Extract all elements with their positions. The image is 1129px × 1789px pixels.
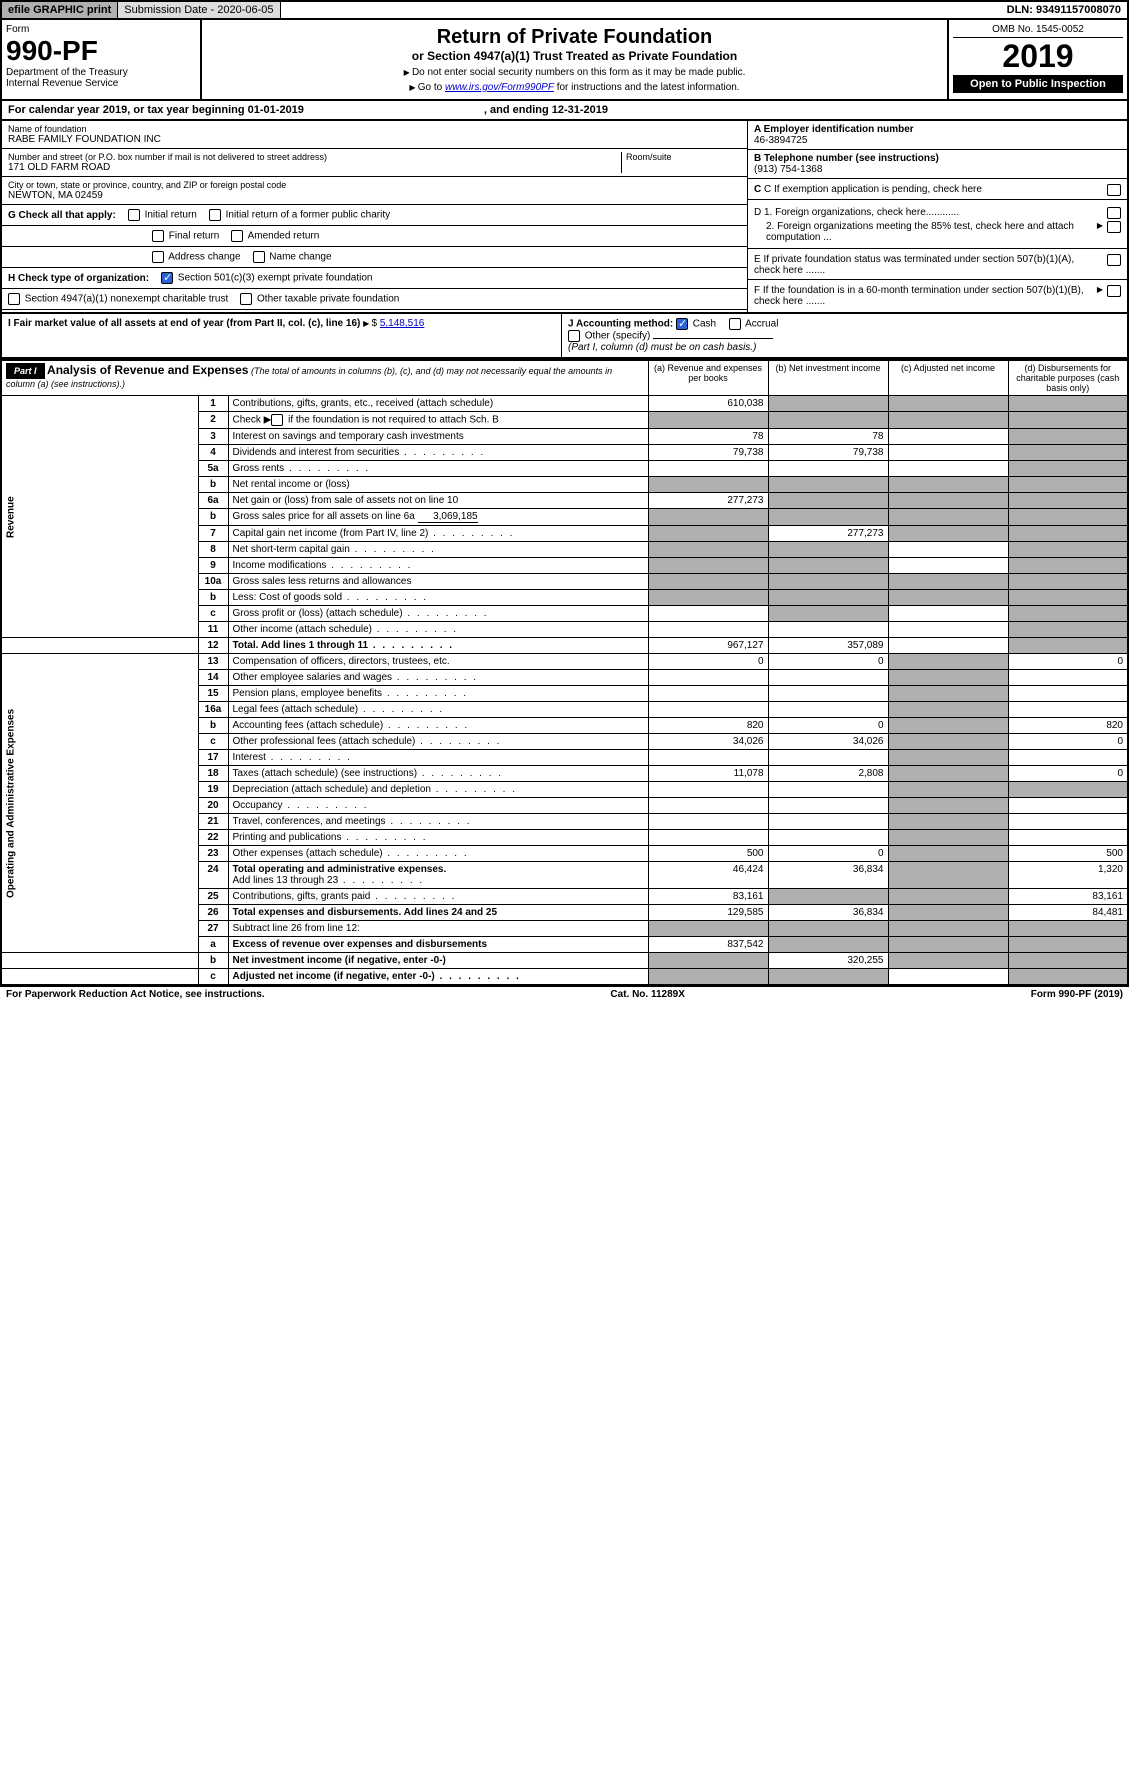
d2-label: 2. Foreign organizations meeting the 85%… [754, 221, 1093, 243]
chk-addr-change[interactable] [152, 251, 164, 263]
col-b-header: (b) Net investment income [768, 360, 888, 396]
part1-header: Part I [6, 363, 45, 379]
room-label: Room/suite [626, 152, 741, 162]
page-footer: For Paperwork Reduction Act Notice, see … [0, 986, 1129, 1002]
chk-sch-b[interactable] [271, 414, 283, 426]
form-label: Form [6, 24, 196, 35]
ein: 46-3894725 [754, 135, 1121, 146]
city-label: City or town, state or province, country… [8, 180, 741, 190]
f-label: F If the foundation is in a 60-month ter… [754, 285, 1093, 307]
note2-pre: Go to [418, 82, 442, 93]
chk-501c3[interactable] [161, 272, 173, 284]
footer-left: For Paperwork Reduction Act Notice, see … [6, 989, 265, 1000]
top-bar: efile GRAPHIC print Submission Date - 20… [0, 0, 1129, 20]
chk-cash[interactable] [676, 318, 688, 330]
chk-d1[interactable] [1107, 207, 1121, 219]
city-state-zip: NEWTON, MA 02459 [8, 190, 741, 201]
omb-no: OMB No. 1545-0052 [953, 24, 1123, 38]
cal-text: For calendar year 2019, or tax year begi… [8, 104, 304, 116]
i-label: I Fair market value of all assets at end… [8, 318, 360, 329]
col-d-header: (d) Disbursements for charitable purpose… [1008, 360, 1128, 396]
fmv-value[interactable]: 5,148,516 [380, 318, 425, 329]
form-header: Form 990-PF Department of the Treasury I… [0, 20, 1129, 101]
dept: Department of the Treasury [6, 67, 196, 78]
chk-e[interactable] [1107, 254, 1121, 266]
chk-other-method[interactable] [568, 330, 580, 342]
foundation-name: RABE FAMILY FOUNDATION INC [8, 134, 741, 145]
d1-label: D 1. Foreign organizations, check here..… [754, 207, 1103, 218]
j-note: (Part I, column (d) must be on cash basi… [568, 342, 756, 353]
revenue-side-label: Revenue [1, 396, 198, 638]
c-label: C C If exemption application is pending,… [754, 184, 1103, 195]
open-public: Open to Public Inspection [953, 75, 1123, 93]
street-address: 171 OLD FARM ROAD [8, 162, 621, 173]
note2-tail: for instructions and the latest informat… [557, 82, 740, 93]
entity-info: Name of foundation RABE FAMILY FOUNDATIO… [0, 121, 1129, 314]
h-label: H Check type of organization: [8, 273, 149, 284]
form-title: Return of Private Foundation [208, 26, 941, 49]
calendar-year-row: For calendar year 2019, or tax year begi… [0, 101, 1129, 121]
part1-table: Part I Analysis of Revenue and Expenses … [0, 359, 1129, 986]
note1: Do not enter social security numbers on … [412, 67, 745, 78]
ij-section: I Fair market value of all assets at end… [0, 314, 1129, 359]
chk-c[interactable] [1107, 184, 1121, 196]
cal-ending: , and ending 12-31-2019 [484, 104, 608, 116]
form-subtitle: or Section 4947(a)(1) Trust Treated as P… [208, 49, 941, 63]
form-number: 990-PF [6, 35, 196, 67]
form-link[interactable]: www.irs.gov/Form990PF [445, 82, 554, 93]
expenses-side-label: Operating and Administrative Expenses [1, 654, 198, 953]
chk-f[interactable] [1107, 285, 1121, 297]
chk-4947[interactable] [8, 293, 20, 305]
phone: (913) 754-1368 [754, 164, 1121, 175]
chk-other-taxable[interactable] [240, 293, 252, 305]
irs: Internal Revenue Service [6, 78, 196, 89]
col-a-header: (a) Revenue and expenses per books [648, 360, 768, 396]
chk-amended[interactable] [231, 230, 243, 242]
addr-label: Number and street (or P.O. box number if… [8, 152, 621, 162]
submission-date: Submission Date - 2020-06-05 [118, 2, 280, 18]
ein-label: A Employer identification number [754, 124, 1121, 135]
col-c-header: (c) Adjusted net income [888, 360, 1008, 396]
chk-initial-former[interactable] [209, 209, 221, 221]
efile-btn[interactable]: efile GRAPHIC print [2, 2, 118, 18]
chk-initial[interactable] [128, 209, 140, 221]
footer-right: Form 990-PF (2019) [1031, 989, 1123, 1000]
chk-name-change[interactable] [253, 251, 265, 263]
phone-label: B Telephone number (see instructions) [754, 153, 1121, 164]
dln: DLN: 93491157008070 [1001, 2, 1127, 18]
name-label: Name of foundation [8, 124, 741, 134]
tax-year: 2019 [953, 38, 1123, 75]
chk-d2[interactable] [1107, 221, 1121, 233]
g-label: G Check all that apply: [8, 210, 116, 221]
part1-title: Analysis of Revenue and Expenses [47, 363, 248, 377]
chk-final[interactable] [152, 230, 164, 242]
chk-accrual[interactable] [729, 318, 741, 330]
j-label: J Accounting method: [568, 319, 673, 330]
footer-mid: Cat. No. 11289X [610, 989, 684, 1000]
e-label: E If private foundation status was termi… [754, 254, 1103, 276]
